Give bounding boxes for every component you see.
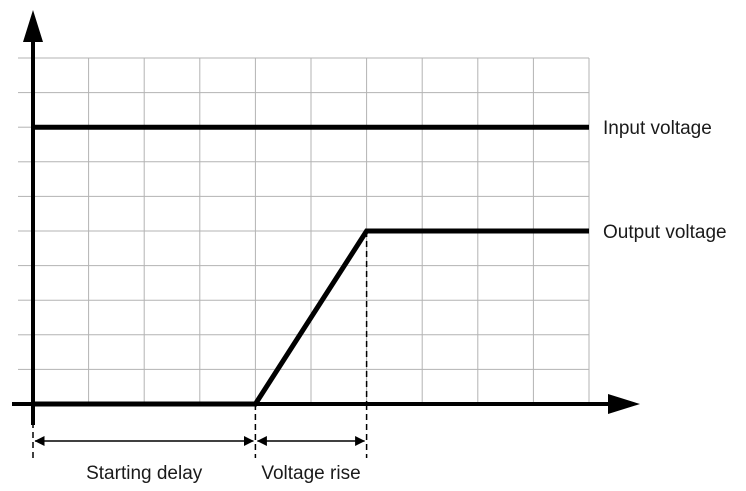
x-axis-arrowhead [608, 394, 640, 414]
y-axis [23, 10, 43, 425]
interval-annotations: Starting delay Voltage rise [32, 231, 368, 484]
series-line-1 [33, 228, 589, 407]
series-label-0: Input voltage [603, 118, 712, 139]
series-label-1: Output voltage [603, 222, 727, 243]
y-tick-marks [18, 57, 33, 370]
interval-label-0: Starting delay [86, 463, 203, 484]
series-labels: Input voltage Output voltage [603, 118, 727, 243]
series-lines [33, 124, 589, 407]
y-axis-arrowhead [23, 10, 43, 42]
interval-label-1: Voltage rise [261, 463, 360, 484]
